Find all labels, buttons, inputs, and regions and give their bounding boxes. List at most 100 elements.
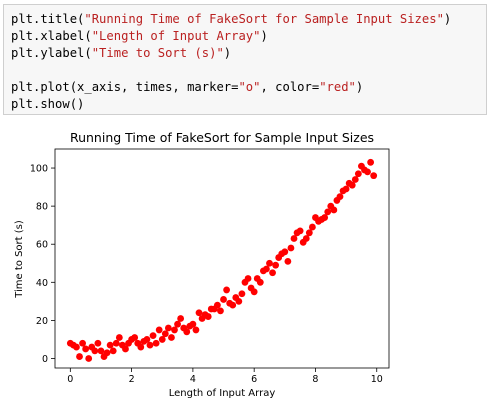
data-point — [155, 326, 163, 334]
data-point — [149, 332, 157, 340]
data-point — [238, 290, 246, 298]
scatter-chart: Running Time of FakeSort for Sample Inpu… — [14, 130, 390, 399]
y-tick-label: 60 — [36, 240, 48, 251]
data-point — [342, 185, 350, 193]
data-point — [146, 341, 154, 349]
data-point — [115, 334, 123, 341]
code-text: ) — [223, 46, 232, 60]
data-point — [112, 339, 120, 347]
y-tick-label: 80 — [36, 202, 48, 213]
data-point — [143, 336, 151, 343]
data-point — [91, 347, 99, 355]
data-point — [287, 244, 295, 252]
data-point — [168, 334, 175, 341]
data-point — [174, 320, 181, 328]
code-text: plt.ylabel( — [11, 46, 92, 60]
data-point — [348, 181, 356, 189]
code-text: ) — [260, 29, 268, 43]
data-point — [85, 355, 93, 362]
chart-title: Running Time of FakeSort for Sample Inpu… — [70, 130, 374, 145]
data-point — [152, 339, 160, 347]
data-point — [305, 229, 313, 237]
data-point — [321, 214, 329, 221]
data-point — [164, 324, 172, 332]
code-cell[interactable]: plt.title("Running Time of FakeSort for … — [3, 4, 487, 115]
data-point — [161, 330, 169, 338]
data-point — [302, 235, 310, 242]
data-point — [195, 309, 203, 317]
data-point — [76, 353, 83, 360]
code-line-title: plt.title("Running Time of FakeSort for … — [11, 11, 486, 28]
y-tick-label: 20 — [36, 316, 48, 327]
y-tick-label: 40 — [36, 278, 48, 289]
data-point — [244, 275, 252, 282]
data-point — [106, 341, 114, 349]
code-text: plt.title( — [11, 12, 85, 26]
data-point — [290, 235, 298, 242]
code-text: plt.show() — [11, 97, 85, 111]
x-tick-label: 2 — [129, 374, 135, 385]
code-text: plt.xlabel( — [11, 29, 92, 43]
code-string: "red" — [319, 80, 356, 94]
data-point — [82, 345, 90, 353]
data-point — [131, 334, 139, 341]
data-point — [324, 208, 332, 216]
data-point — [284, 257, 292, 265]
data-point — [192, 326, 200, 334]
data-point — [223, 286, 230, 294]
data-point — [330, 206, 338, 214]
code-string: "Time to Sort (s)" — [91, 46, 224, 60]
data-point — [308, 223, 316, 231]
y-tick-label: 100 — [30, 164, 48, 175]
y-tick-label: 0 — [42, 354, 48, 365]
code-line-show: plt.show() — [11, 96, 486, 113]
data-point — [263, 265, 270, 273]
data-point — [177, 315, 185, 322]
data-point — [266, 259, 273, 267]
data-point — [250, 288, 258, 296]
code-text: plt.plot(x_axis, times, marker= — [11, 80, 239, 94]
code-string: "Length of Input Array" — [91, 29, 261, 43]
data-point — [103, 349, 111, 357]
data-point — [367, 158, 375, 166]
axes-frame — [54, 148, 390, 369]
data-point — [183, 328, 191, 336]
data-point — [94, 339, 102, 347]
y-axis-label: Time to Sort (s) — [14, 220, 25, 299]
data-point — [281, 248, 289, 256]
code-string: "Running Time of FakeSort for Sample Inp… — [84, 12, 444, 26]
data-point — [73, 343, 80, 351]
x-tick-label: 6 — [251, 374, 257, 385]
data-point — [158, 336, 166, 343]
code-string: "o" — [238, 80, 261, 94]
x-axis-label: Length of Input Array — [169, 388, 276, 399]
code-text: , color= — [260, 80, 320, 94]
data-point — [204, 313, 212, 320]
data-point — [370, 172, 378, 180]
data-point — [189, 320, 197, 328]
x-tick-label: 8 — [312, 374, 318, 385]
data-point — [336, 193, 344, 201]
data-point — [235, 297, 243, 305]
data-point — [229, 301, 237, 309]
data-point — [109, 347, 117, 355]
code-text: ) — [443, 12, 452, 26]
data-point — [217, 307, 224, 315]
code-line-xlabel: plt.xlabel("Length of Input Array") — [11, 28, 486, 45]
data-point — [171, 326, 178, 334]
data-point — [269, 269, 276, 277]
data-point — [220, 296, 227, 303]
data-point — [296, 227, 304, 235]
data-point — [256, 278, 264, 286]
data-point — [272, 261, 280, 269]
data-point — [214, 301, 221, 309]
code-blank-line — [11, 62, 486, 79]
x-tick-label: 0 — [67, 374, 73, 385]
code-text: ) — [355, 80, 364, 94]
x-tick-label: 10 — [371, 374, 383, 385]
data-point — [351, 176, 359, 183]
data-point — [97, 347, 105, 355]
data-point — [79, 339, 86, 347]
x-tick-label: 4 — [190, 374, 196, 385]
